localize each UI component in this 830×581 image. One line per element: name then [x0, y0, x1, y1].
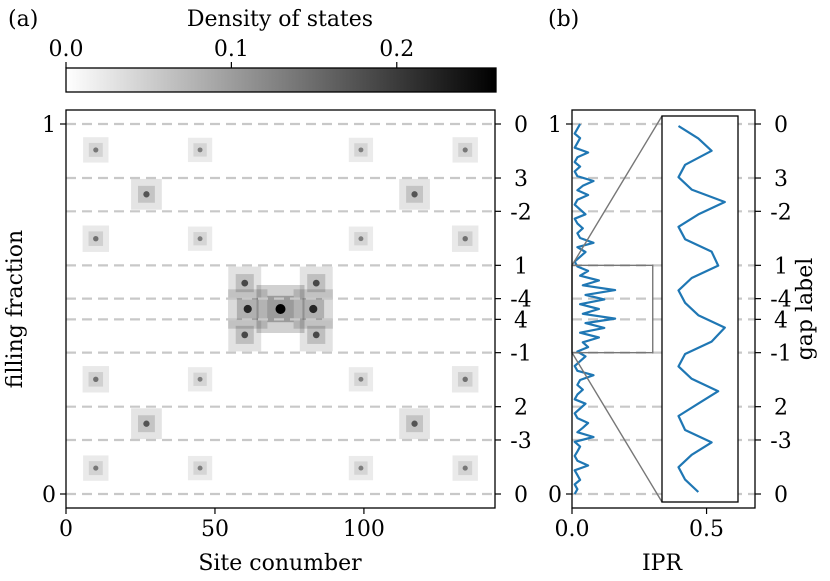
right-tick-label: 3: [774, 167, 788, 192]
right-tick-label: 1: [514, 254, 528, 279]
colorbar: [65, 67, 497, 93]
dos-spot: [452, 455, 478, 481]
right-tick-label: -4: [510, 288, 531, 313]
ipr-x-label: IPR: [642, 551, 683, 576]
dos-spot: [187, 367, 213, 392]
zoom-connector: [571, 115, 663, 266]
dos-spot: [451, 366, 479, 393]
zoom-indicator: [571, 115, 663, 503]
dos-spot: [348, 226, 374, 251]
heatmap-frame: [65, 109, 496, 509]
colorbar-ticks: 0.0 0.1 0.2: [49, 37, 414, 68]
colorbar-tick-label: 0.1: [214, 37, 249, 62]
ipr-y-label: gap label: [793, 258, 818, 361]
gap-lines-a: [66, 122, 495, 496]
x-tick-label: 0.0: [555, 517, 590, 542]
heatmap-x-label: Site conumber: [198, 551, 362, 576]
dos-spot: [187, 455, 213, 481]
dos-spot: [228, 289, 268, 329]
right-tick-label: -2: [510, 200, 531, 225]
right-tick-label: 4: [514, 308, 528, 333]
heatmap: [82, 137, 479, 481]
dos-spot: [82, 225, 110, 252]
right-tick-label: -3: [510, 429, 531, 454]
y-tick-label: 1: [42, 113, 56, 138]
panel-b-label: (b): [548, 7, 579, 32]
dos-spot: [452, 137, 478, 163]
dos-spot: [228, 266, 262, 300]
ipr-axes: 0.0 0.5 0 1 0 3 -2 1 -44 -1 2 -3 0: [548, 113, 792, 542]
right-tick-label: 0: [514, 483, 528, 508]
colorbar-tick-label: 0.2: [379, 37, 414, 62]
dos-spot: [228, 318, 262, 352]
x-tick-label: 100: [343, 517, 385, 542]
panel-a-label: (a): [8, 7, 38, 32]
dos-spot: [187, 137, 213, 163]
right-tick-label: -1: [510, 342, 531, 367]
heatmap-axes: 0 50 100 0 1 0 3 -2 1 -44 -1 2 -3 0: [42, 113, 532, 542]
ipr-plot: [573, 123, 617, 495]
x-tick-label: 0: [59, 517, 73, 542]
dos-spot: [82, 366, 110, 393]
right-tick-label: 4: [774, 308, 788, 333]
inset-plot: [661, 115, 739, 503]
heatmap-y-label: filling fraction: [3, 230, 28, 388]
right-tick-label: 2: [774, 396, 788, 421]
dos-spot: [399, 408, 430, 440]
dos-spot: [187, 226, 213, 251]
dos-spot: [256, 285, 305, 333]
dos-spot: [348, 455, 374, 481]
right-tick-label: 1: [774, 254, 788, 279]
dos-spot: [83, 455, 109, 481]
right-tick-label: -3: [770, 429, 791, 454]
ipr-line: [573, 123, 617, 495]
inset-line: [677, 125, 726, 493]
inset-frame: [661, 115, 739, 503]
dos-spot: [348, 137, 374, 163]
dos-spot: [131, 178, 162, 210]
dos-spot: [299, 318, 333, 352]
y-tick-label: 0: [548, 483, 562, 508]
right-tick-label: -1: [770, 342, 791, 367]
right-tick-label: -4: [770, 288, 791, 313]
right-tick-label: 3: [514, 167, 528, 192]
dos-spot: [451, 225, 479, 252]
dos-spot: [131, 408, 162, 440]
y-tick-label: 1: [548, 113, 562, 138]
dos-spot: [299, 266, 333, 300]
right-tick-label: 0: [774, 113, 788, 138]
right-tick-label: 0: [514, 113, 528, 138]
colorbar-title: Density of states: [187, 7, 373, 32]
dos-spot: [399, 178, 430, 210]
right-tick-label: 0: [774, 483, 788, 508]
zoom-connector: [571, 352, 663, 503]
dos-spot: [293, 289, 333, 329]
ipr-frame: [571, 109, 756, 509]
right-tick-label: -2: [770, 200, 791, 225]
x-tick-label: 0.5: [689, 517, 724, 542]
right-tick-label: 2: [514, 396, 528, 421]
dos-spot: [83, 137, 109, 163]
dos-spot: [348, 367, 374, 392]
colorbar-tick-label: 0.0: [49, 37, 84, 62]
y-tick-label: 0: [42, 483, 56, 508]
x-tick-label: 50: [201, 517, 229, 542]
zoom-box: [571, 264, 654, 354]
